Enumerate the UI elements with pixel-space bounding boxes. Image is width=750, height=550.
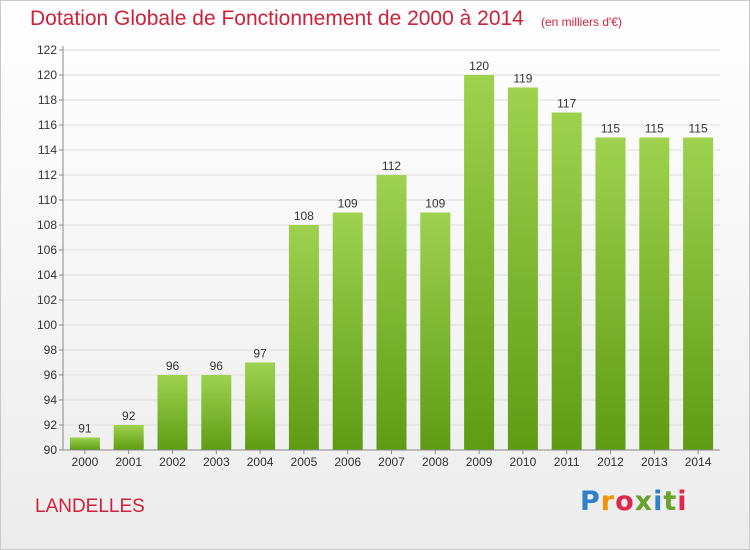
y-tick-label: 104 [37,268,57,282]
x-tick-label: 2006 [334,455,361,469]
logo-letter: i [653,486,664,517]
proxiti-logo: Proxiti [580,486,688,517]
x-tick-label: 2005 [291,455,318,469]
x-tick-label: 2004 [247,455,274,469]
commune-name: LANDELLES [35,496,145,517]
y-tick-label: 102 [37,293,57,307]
bar-2002 [157,375,188,450]
y-tick-label: 122 [37,43,57,57]
data-label: 115 [645,122,664,136]
y-tick-label: 116 [38,118,57,132]
bar-2012 [595,137,626,450]
x-tick-label: 2002 [159,455,186,469]
x-tick-label: 2007 [378,455,405,469]
y-tick-label: 106 [37,243,57,257]
y-tick-label: 118 [38,93,57,107]
bar-2013 [639,137,670,450]
bar-2011 [551,112,582,450]
data-labels: 91 92 96 96 97 108 109 112 109 120 119 117 115 115 115 [78,59,708,436]
data-label: 96 [166,359,180,373]
x-tick-label: 2012 [597,455,624,469]
data-label: 112 [382,159,401,173]
bar-2005 [288,225,319,450]
x-tick-label: 2011 [554,455,580,469]
data-label: 97 [253,347,267,361]
x-tick-label: 2013 [641,455,668,469]
data-label: 109 [338,197,358,211]
y-tick-label: 110 [38,193,57,207]
y-tick-label: 94 [44,393,58,407]
bars [69,75,714,450]
y-tick-label: 90 [44,443,58,457]
x-tick-label: 2009 [466,455,493,469]
x-tick-label: 2008 [422,455,449,469]
data-label: 91 [78,422,92,436]
data-label: 109 [425,197,445,211]
logo-letter: o [615,486,635,517]
y-tick-label: 98 [44,343,58,357]
y-tick-label: 100 [37,318,57,332]
logo-letter: r [600,486,616,517]
x-tick-label: 2003 [203,455,230,469]
y-tick-label: 112 [38,168,57,182]
bar-2007 [376,175,407,450]
bar-2000 [69,437,100,450]
bar-2010 [507,87,538,450]
chart-title: Dotation Globale de Fonctionnement de 20… [30,7,524,30]
x-tick-label: 2001 [115,455,142,469]
logo-letter: i [677,486,688,517]
bar-2014 [683,137,714,450]
bar-2003 [201,375,232,450]
data-label: 108 [294,209,314,223]
bar-2004 [245,362,276,450]
logo-letter: x [634,486,654,517]
y-tick-label: 114 [38,143,57,157]
axes: 90 92 94 96 98 100 102 104 106 108 110 112 114 116 118… [37,43,720,469]
data-label: 115 [689,122,708,136]
y-tick-label: 120 [37,68,57,82]
y-tick-label: 96 [44,368,58,382]
x-tick-label: 2014 [685,455,712,469]
chart-subtitle: (en milliers d'€) [541,15,622,29]
data-label: 92 [122,409,136,423]
bar-2008 [420,212,451,450]
bar-2009 [464,75,495,450]
data-label: 117 [557,97,576,111]
x-tick-label: 2000 [72,455,99,469]
data-label: 115 [601,122,620,136]
y-tick-label: 108 [37,218,57,232]
bar-2001 [113,425,144,450]
bar-2006 [332,212,363,450]
logo-letter: P [580,486,601,517]
logo-letter: t [663,486,678,517]
data-label: 120 [469,59,489,73]
x-tick-label: 2010 [510,455,537,469]
data-label: 96 [210,359,224,373]
data-label: 119 [513,72,532,86]
y-tick-label: 92 [44,418,58,432]
